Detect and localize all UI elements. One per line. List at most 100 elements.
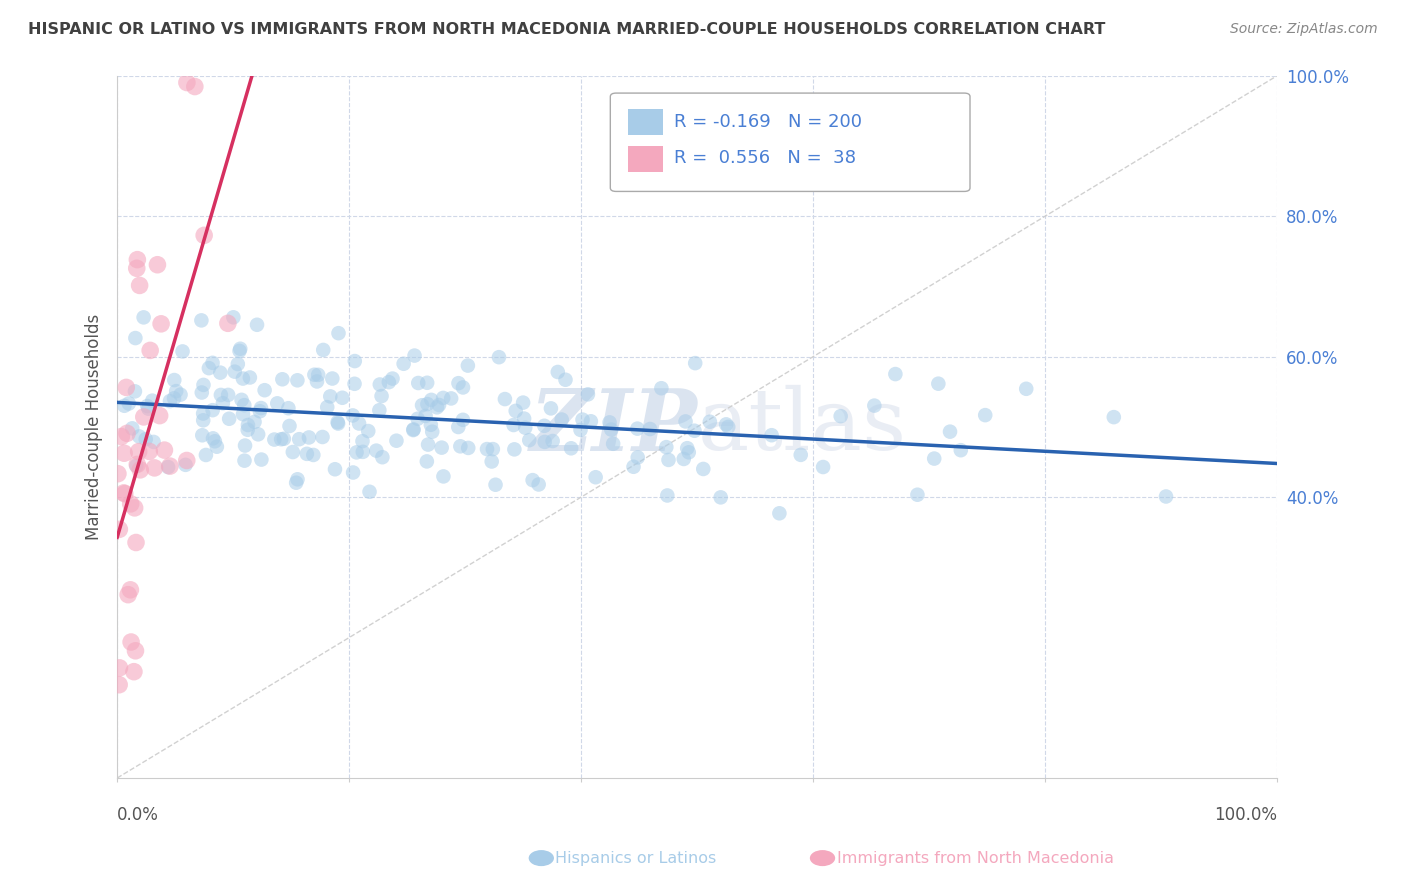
- Point: [112, 399, 135, 413]
- Point: [1015, 382, 1038, 396]
- Point: [226, 357, 249, 371]
- Point: [432, 469, 454, 483]
- Point: [117, 588, 139, 602]
- Point: [298, 430, 321, 444]
- Point: [122, 665, 145, 679]
- Point: [359, 484, 381, 499]
- Point: [115, 380, 138, 394]
- Point: [273, 432, 295, 446]
- Point: [222, 310, 245, 325]
- Point: [288, 432, 311, 446]
- Point: [112, 446, 135, 460]
- Point: [655, 440, 678, 454]
- Point: [392, 357, 415, 371]
- Point: [416, 454, 439, 468]
- Point: [599, 416, 621, 430]
- Point: [346, 445, 368, 459]
- Point: [378, 375, 401, 389]
- Point: [415, 409, 437, 423]
- Point: [420, 392, 443, 407]
- Point: [949, 443, 972, 458]
- Point: [124, 384, 146, 399]
- Point: [347, 417, 370, 431]
- Point: [482, 442, 505, 456]
- Point: [602, 436, 624, 450]
- Point: [281, 445, 304, 459]
- Point: [124, 644, 146, 658]
- Point: [253, 383, 276, 397]
- Point: [672, 452, 695, 467]
- Point: [169, 387, 191, 401]
- Point: [368, 377, 391, 392]
- Point: [139, 343, 162, 358]
- Point: [127, 252, 149, 267]
- Point: [650, 381, 672, 395]
- Point: [191, 385, 214, 400]
- Point: [571, 412, 593, 426]
- Point: [201, 356, 224, 370]
- Point: [236, 417, 259, 432]
- Point: [420, 425, 443, 439]
- Point: [657, 488, 679, 502]
- Point: [1102, 410, 1125, 425]
- Point: [416, 397, 439, 411]
- Point: [768, 506, 790, 520]
- Point: [305, 375, 328, 389]
- Point: [146, 258, 169, 272]
- Point: [157, 460, 180, 475]
- Point: [201, 403, 224, 417]
- Point: [120, 635, 142, 649]
- Point: [352, 445, 374, 459]
- Point: [209, 366, 232, 380]
- Point: [554, 373, 576, 387]
- Point: [426, 401, 449, 415]
- Point: [232, 407, 254, 421]
- Point: [343, 376, 366, 391]
- Point: [974, 408, 997, 422]
- Point: [533, 434, 555, 449]
- Point: [505, 404, 527, 418]
- Point: [247, 427, 270, 442]
- Point: [250, 401, 273, 415]
- Point: [249, 404, 271, 418]
- Point: [304, 368, 326, 382]
- FancyBboxPatch shape: [610, 93, 970, 192]
- Point: [457, 441, 479, 455]
- Point: [494, 392, 516, 406]
- Point: [190, 313, 212, 327]
- Text: atlas: atlas: [697, 385, 907, 468]
- Point: [907, 488, 929, 502]
- Point: [430, 441, 453, 455]
- Point: [112, 486, 135, 500]
- Point: [416, 376, 439, 390]
- Point: [366, 443, 388, 458]
- Point: [107, 467, 129, 481]
- Point: [125, 261, 148, 276]
- Point: [115, 426, 138, 441]
- Point: [488, 350, 510, 364]
- Point: [232, 371, 254, 385]
- Point: [522, 473, 544, 487]
- Point: [138, 401, 160, 416]
- Point: [302, 448, 325, 462]
- Point: [243, 415, 266, 429]
- Point: [191, 428, 214, 442]
- Point: [209, 388, 232, 402]
- Point: [811, 460, 834, 475]
- Point: [159, 394, 181, 409]
- Point: [447, 420, 470, 434]
- Point: [271, 372, 294, 386]
- Point: [481, 454, 503, 468]
- Text: 0.0%: 0.0%: [117, 806, 159, 824]
- Point: [927, 376, 949, 391]
- Point: [204, 434, 226, 449]
- Point: [172, 344, 194, 359]
- Text: R =  0.556   N =  38: R = 0.556 N = 38: [673, 150, 856, 168]
- Point: [683, 356, 706, 370]
- Point: [319, 389, 342, 403]
- Point: [128, 444, 150, 458]
- Point: [125, 535, 148, 549]
- Point: [316, 400, 339, 414]
- Bar: [627, 145, 662, 172]
- Point: [311, 430, 333, 444]
